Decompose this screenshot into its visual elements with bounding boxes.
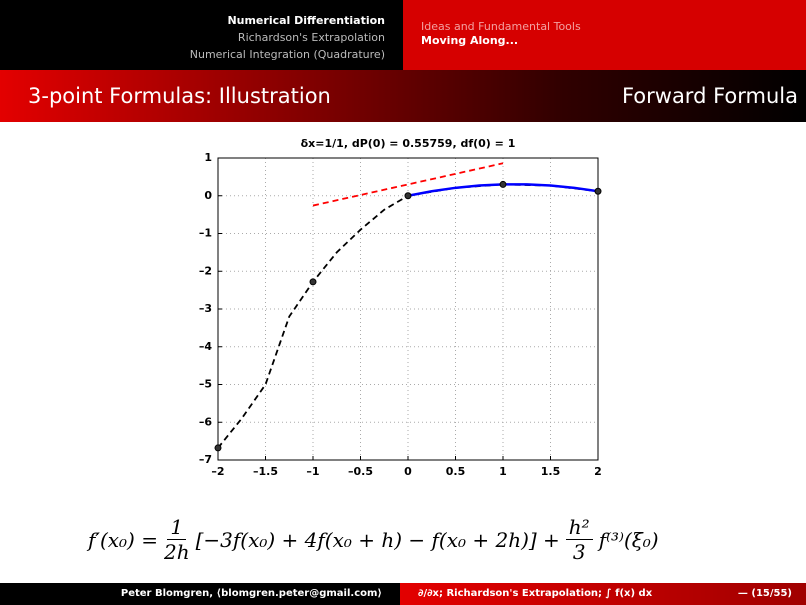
x-tick-label: 0.5 xyxy=(446,465,466,478)
y-tick-label: 0 xyxy=(204,189,212,202)
denominator: 2h xyxy=(163,540,190,564)
footer-author: Peter Blomgren, ⟨blomgren.peter@gmail.co… xyxy=(120,588,382,599)
x-tick-label: 0 xyxy=(404,465,412,478)
nav-item[interactable]: Numerical Integration (Quadrature) xyxy=(189,48,385,61)
y-tick-label: –3 xyxy=(199,302,212,315)
header-left: Numerical Differentiation Richardson's E… xyxy=(0,0,403,70)
fraction: 1 2h xyxy=(164,515,190,564)
formula-rhs: f⁽³⁾(ξ₀) xyxy=(598,527,659,552)
fraction: h² 3 xyxy=(565,515,593,564)
nav-item[interactable]: Moving Along... xyxy=(421,34,519,47)
x-tick-label: –1 xyxy=(306,465,319,478)
nav-item[interactable]: Ideas and Fundamental Tools xyxy=(421,20,581,33)
y-tick-label: –6 xyxy=(199,415,213,428)
frame-title-bar: 3-point Formulas: Illustration Forward F… xyxy=(0,70,806,122)
nav-item[interactable]: Numerical Differentiation xyxy=(227,14,385,27)
footer-right: ∂/∂x; Richardson's Extrapolation; ∫ f(x)… xyxy=(400,583,806,605)
marker xyxy=(499,180,507,188)
x-tick-label: –2 xyxy=(211,465,224,478)
formula: f′(x₀) = 1 2h [−3f(x₀) + 4f(x₀ + h) − f(x… xyxy=(88,515,659,564)
chart: δx=1/1, dP(0) = 0.55759, df(0) = 1 –2 –1.… xyxy=(199,137,602,478)
footer-left: Peter Blomgren, ⟨blomgren.peter@gmail.co… xyxy=(0,583,400,605)
y-tick-label: –7 xyxy=(199,453,212,466)
y-tick-label: 1 xyxy=(204,151,212,164)
denominator: 3 xyxy=(572,540,586,564)
marker xyxy=(214,444,222,452)
numerator: 1 xyxy=(167,515,187,540)
footer-center: ∂/∂x; Richardson's Extrapolation; ∫ f(x)… xyxy=(418,588,653,599)
header-right: Ideas and Fundamental Tools Moving Along… xyxy=(403,0,806,70)
x-tick-label: –0.5 xyxy=(348,465,373,478)
formula-lhs: f′(x₀) = xyxy=(88,527,158,552)
chart-title: δx=1/1, dP(0) = 0.55759, df(0) = 1 xyxy=(301,137,516,150)
nav-item[interactable]: Richardson's Extrapolation xyxy=(237,31,385,44)
y-tick-label: –2 xyxy=(199,264,212,277)
formula-middle: [−3f(x₀) + 4f(x₀ + h) − f(x₀ + 2h)] + xyxy=(195,527,560,552)
plot-frame xyxy=(217,157,599,461)
y-tick-label: –1 xyxy=(199,227,212,240)
x-tick-label: 2 xyxy=(594,465,602,478)
footer-page: — (15/55) xyxy=(737,588,792,599)
frame-title: 3-point Formulas: Illustration xyxy=(28,84,331,108)
marker xyxy=(309,278,317,286)
x-tick-label: –1.5 xyxy=(253,465,278,478)
marker xyxy=(404,192,412,200)
series-line xyxy=(217,183,599,449)
x-tick-label: 1 xyxy=(499,465,507,478)
y-tick-label: –4 xyxy=(199,340,213,353)
x-tick-label: 1.5 xyxy=(541,465,561,478)
marker xyxy=(594,187,602,195)
y-tick-label: –5 xyxy=(199,378,212,391)
frame-subtitle: Forward Formula xyxy=(621,84,798,108)
series-line xyxy=(312,162,504,207)
numerator: h² xyxy=(565,515,593,540)
